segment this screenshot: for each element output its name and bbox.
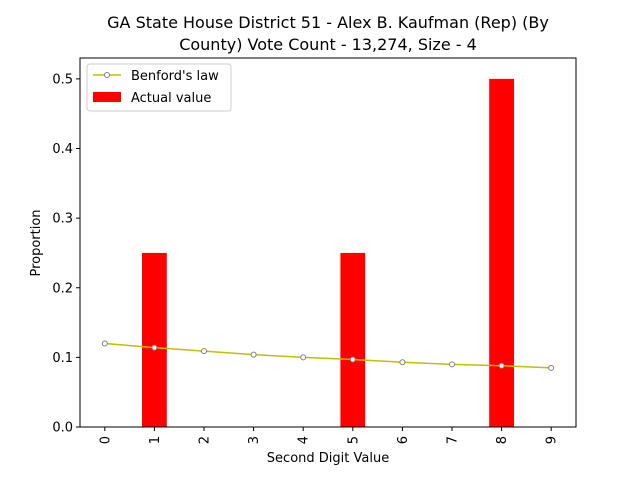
benford-point-8	[498, 362, 505, 369]
x-tick-label: 0	[98, 436, 113, 444]
legend-item-actual-value: Actual value	[93, 91, 211, 106]
bar-actual-value-1	[142, 252, 167, 427]
plot-area	[79, 57, 577, 428]
chart-title-line-1: GA State House District 51 - Alex B. Kau…	[107, 13, 549, 32]
y-tick-label: 0.5	[52, 72, 73, 87]
legend-actual-swatch	[93, 92, 121, 102]
benford-point-9	[548, 364, 555, 371]
benford-point-7	[449, 361, 455, 368]
legend-benford-marker-swatch	[104, 72, 110, 78]
legend-label-benfords-law: Benford's law	[131, 69, 219, 84]
benford-point-5	[349, 356, 356, 363]
benford-line	[104, 342, 552, 369]
benford-line-layer	[101, 340, 555, 371]
x-tick-label: 9	[545, 436, 560, 444]
benford-point-6	[399, 359, 406, 366]
x-tick-label: 8	[495, 436, 510, 444]
y-tick-label: 0.4	[52, 142, 73, 157]
legend-label-actual-value: Actual value	[131, 91, 211, 106]
x-tick-label: 1	[148, 436, 163, 444]
benford-point-0	[101, 340, 108, 347]
x-tick-label: 4	[297, 436, 312, 444]
legend-item-benfords-law: Benford's law	[93, 69, 219, 84]
legend: Benford's law Actual value	[86, 63, 232, 112]
legend-box	[86, 63, 232, 112]
benford-point-3	[250, 351, 257, 358]
x-axis: 0 1 2 3 4 5 6 7 8 9	[98, 427, 560, 444]
benford-point-2	[201, 348, 207, 355]
y-axis: 0.0 0.1 0.2 0.3 0.4 0.5	[52, 72, 80, 436]
y-axis-label: Proportion	[29, 209, 44, 276]
chart-title-line-2: County) Vote Count - 13,274, Size - 4	[179, 35, 477, 54]
y-tick-label: 0.3	[52, 212, 73, 227]
bar-actual-value-8	[489, 78, 514, 428]
x-tick-label: 2	[198, 436, 213, 444]
x-axis-label: Second Digit Value	[267, 451, 389, 466]
x-tick-label: 6	[396, 436, 411, 444]
y-tick-label: 0.2	[52, 281, 73, 296]
x-tick-label: 3	[247, 436, 262, 444]
bars-layer	[142, 78, 514, 428]
x-tick-label: 7	[446, 436, 461, 444]
x-tick-label: 5	[346, 436, 361, 444]
y-tick-label: 0.1	[52, 351, 73, 366]
benford-point-1	[151, 344, 158, 351]
y-tick-label: 0.0	[52, 421, 73, 436]
chart-title: GA State House District 51 - Alex B. Kau…	[107, 13, 549, 54]
bar-actual-value-5	[340, 252, 366, 427]
benford-point-4	[300, 354, 307, 361]
plot-frame	[79, 57, 577, 428]
